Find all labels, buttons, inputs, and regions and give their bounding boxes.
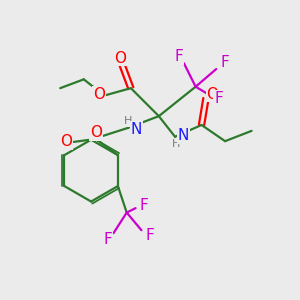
Text: N: N (178, 128, 189, 143)
Text: F: F (145, 228, 154, 243)
Text: O: O (93, 87, 105, 102)
Text: O: O (115, 51, 127, 66)
Text: F: F (140, 198, 148, 213)
Text: F: F (104, 232, 112, 247)
Text: F: F (220, 55, 229, 70)
Text: O: O (206, 87, 218, 102)
Text: F: F (214, 91, 223, 106)
Text: N: N (130, 122, 142, 136)
Text: O: O (60, 134, 72, 149)
Text: H: H (124, 116, 133, 126)
Text: O: O (90, 125, 102, 140)
Text: H: H (171, 139, 180, 149)
Text: F: F (174, 49, 183, 64)
